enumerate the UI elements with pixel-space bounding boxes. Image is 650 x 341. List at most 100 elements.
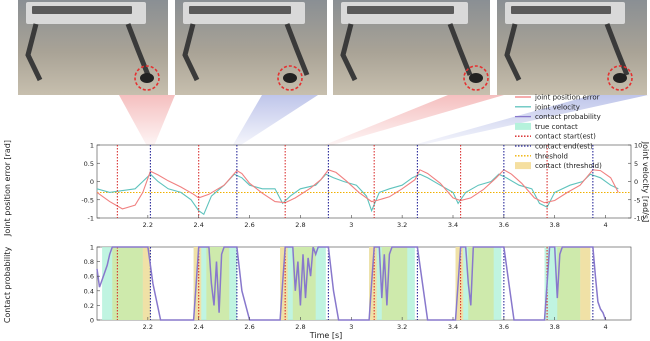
x-tick-label: 3	[349, 323, 353, 331]
connector-fan	[324, 95, 504, 145]
x-tick-label: 4	[604, 221, 608, 229]
bottom-plot-frame	[96, 246, 632, 321]
joint-error-velocity-chart: 2.2 2.4 2.6 2.8 3 3.2 3.4 3.6 3.8 4 -1 -0.5 0 0.5 1 -10…	[81, 142, 644, 230]
robot-frame-image-3	[333, 0, 490, 95]
joint-position-error-line	[96, 169, 619, 210]
y-tick-label: 0.4	[84, 287, 94, 295]
top-y2-label: Joint velocity [rad/s]	[641, 141, 650, 222]
x-tick-label: 3.8	[550, 323, 560, 331]
legend-label: contact end(est)	[535, 143, 593, 151]
x-tick-label: 2.4	[194, 323, 204, 331]
legend-entry: threshold	[515, 152, 568, 160]
legend-label: contact probability	[535, 113, 601, 121]
y-tick-label: 1	[90, 142, 94, 150]
contact-threshold-band	[193, 247, 202, 320]
x-tick-label: 3.8	[550, 221, 560, 229]
y-tick-label: -0.5	[81, 196, 94, 204]
legend-swatch	[515, 122, 531, 130]
y-tick-label: -1	[88, 215, 94, 223]
overlap-band	[112, 247, 143, 320]
x-tick-label: 3.6	[499, 221, 509, 229]
robot-body-detail	[32, 6, 132, 14]
y-tick-label: 0.5	[84, 160, 94, 168]
legend-entry: joint position error	[515, 94, 600, 102]
y2-tick-label: 0	[634, 178, 638, 186]
robot-body-detail	[347, 6, 454, 14]
y2-tick-label: 10	[634, 142, 642, 150]
photo-connectors	[119, 95, 648, 145]
x-tick-label: 2.8	[295, 323, 305, 331]
robot-body-detail	[189, 6, 291, 14]
robot-photos	[18, 0, 647, 95]
bottom-y-label: Contact probability	[3, 247, 12, 324]
y-tick-label: 0	[90, 317, 94, 325]
contact-probability-chart: 2.2 2.4 2.6 2.8 3 3.2 3.4 3.6 3.8 4 0 0.2 0.4 0.6 0.8 1	[84, 244, 632, 331]
x-tick-label: 2.6	[244, 221, 254, 229]
robot-leg	[25, 23, 43, 82]
x-tick-label: 2.4	[194, 221, 204, 229]
y2-tick-label: -5	[634, 196, 640, 204]
contact-threshold-band	[369, 247, 377, 320]
robot-leg	[340, 23, 358, 82]
x-axis-label: Time [s]	[309, 331, 343, 340]
contact-highlight-circle	[277, 65, 303, 91]
y-tick-label: 1	[90, 244, 94, 252]
contact-highlight-circle	[607, 65, 633, 91]
x-tick-label: 2.2	[143, 221, 153, 229]
robot-body-detail	[511, 6, 611, 14]
legend-entry: joint velocity	[515, 103, 580, 111]
contact-threshold-band	[580, 247, 591, 320]
x-tick-label: 3.2	[397, 221, 407, 229]
legend-entry: contact (threshold)	[515, 162, 602, 170]
connector-fan	[119, 95, 175, 145]
y-tick-label: 0	[90, 178, 94, 186]
x-tick-label: 3.6	[499, 323, 509, 331]
overlap-band	[557, 247, 581, 320]
robot-foot	[283, 73, 297, 83]
x-tick-label: 3.4	[448, 221, 458, 229]
robot-foot	[469, 73, 483, 83]
robot-frame-image-4	[497, 0, 647, 95]
robot-leg	[182, 23, 200, 82]
x-tick-label: 2.2	[143, 323, 153, 331]
robot-leg	[284, 23, 310, 76]
legend-swatch	[515, 162, 531, 170]
robot-leg	[504, 23, 522, 82]
legend-label: joint velocity	[534, 103, 580, 111]
legend-label: joint position error	[534, 94, 600, 102]
contact-highlight-circle	[463, 65, 489, 91]
legend-entry: contact end(est)	[515, 143, 593, 151]
legend-label: threshold	[535, 152, 568, 160]
legend-label: contact start(est)	[535, 133, 596, 141]
robot-leg	[447, 23, 473, 76]
y-tick-label: 0.6	[84, 273, 94, 281]
y-tick-label: 0.2	[84, 302, 94, 310]
x-tick-label: 2.8	[295, 221, 305, 229]
connector-fan	[232, 95, 318, 145]
legend-label: contact (threshold)	[535, 162, 602, 170]
robot-frame-image-1	[18, 0, 168, 95]
legend-label: true contact	[535, 123, 578, 131]
top-y-label: Joint position error [rad]	[3, 140, 12, 237]
robot-foot	[613, 73, 627, 83]
x-tick-label: 4	[604, 323, 608, 331]
contact-probability-line	[96, 246, 607, 321]
robot-frame-image-2	[175, 0, 327, 95]
legend-entry: contact start(est)	[515, 133, 596, 141]
robot-leg	[604, 23, 630, 76]
y2-tick-label: 5	[634, 160, 638, 168]
connector-fan	[413, 95, 648, 145]
y2-tick-label: -10	[634, 215, 645, 223]
x-tick-label: 3.4	[448, 323, 458, 331]
x-tick-label: 2.6	[244, 323, 254, 331]
contact-highlight-circle	[134, 65, 160, 91]
robot-foot	[140, 73, 154, 83]
joint-velocity-line	[96, 173, 619, 216]
legend-entry: true contact	[515, 123, 578, 131]
x-tick-label: 3.2	[397, 323, 407, 331]
contact-threshold-band	[280, 247, 288, 320]
legend-entry: contact probability	[515, 113, 601, 121]
y-tick-label: 0.8	[84, 258, 94, 266]
